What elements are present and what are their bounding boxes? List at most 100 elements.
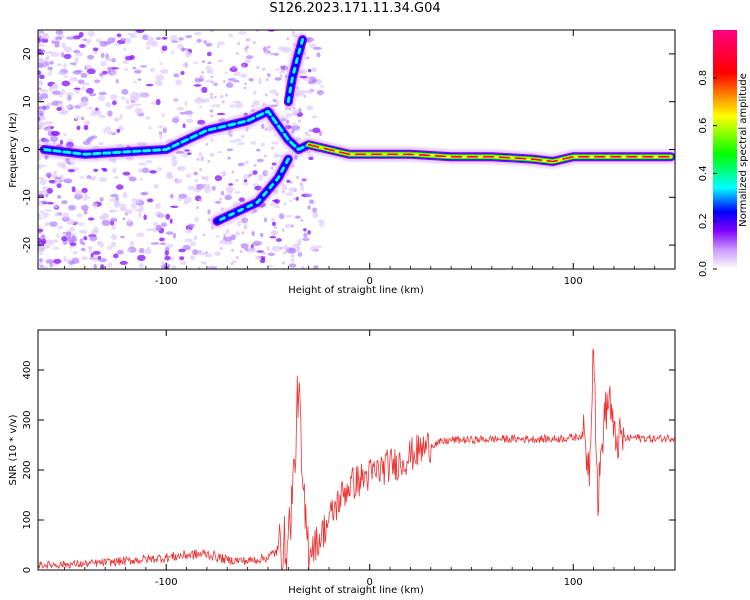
spectrogram-noise-blob: [262, 67, 266, 71]
spectrogram-noise-blob: [165, 231, 174, 235]
spectrogram-noise-blob: [250, 247, 256, 253]
spectrogram-noise-blob: [43, 209, 53, 212]
spectrogram-noise-blob: [195, 183, 204, 190]
spectrogram-noise-blob: [256, 158, 264, 163]
spectrogram-noise-blob: [281, 261, 285, 265]
spectrogram-noise-blob: [270, 141, 279, 145]
spectrogram-noise-blob: [66, 231, 72, 238]
spectrogram-noise-blob: [210, 114, 214, 118]
spectrogram-noise-blob: [68, 204, 77, 211]
spectrogram-noise-blob: [61, 236, 68, 242]
spectrogram-noise-blob: [98, 114, 106, 119]
spectrogram-noise-blob: [159, 242, 167, 246]
spectrogram-noise-blob: [127, 32, 136, 36]
spectrogram-noise-blob: [88, 92, 97, 97]
spectrogram-noise-blob: [38, 112, 41, 116]
spectrogram-noise-blob: [230, 262, 234, 266]
spectrogram-noise-blob: [63, 178, 73, 184]
spectrogram-noise-blob: [120, 235, 125, 239]
spectrogram-noise-blob: [207, 61, 212, 65]
spectrogram-noise-blob: [72, 251, 78, 255]
spectrogram-noise-blob: [243, 222, 248, 229]
spectrogram-noise-blob: [38, 262, 42, 267]
spectrogram-noise-blob: [86, 246, 94, 249]
spectrogram-noise-blob: [54, 179, 61, 185]
spectrogram-noise-blob: [63, 46, 73, 53]
spectrogram-noise-blob: [180, 47, 190, 51]
spectrogram-noise-blob: [102, 129, 107, 134]
spectrogram-noise-blob: [229, 140, 238, 143]
spectrogram-noise-blob: [232, 80, 240, 83]
spectrogram-noise-blob: [197, 266, 201, 269]
spectrogram-noise-blob: [40, 89, 48, 93]
colorbar: 0.0 0.2 0.4 0.6 0.8 Normalized spectral ampl…: [698, 30, 749, 277]
spectrogram-noise-blob: [165, 174, 174, 180]
spectrogram-noise-blob: [66, 139, 74, 143]
spectrogram-noise-blob: [228, 33, 234, 37]
spectrogram-noise-blob: [304, 193, 313, 198]
spectrogram-noise-blob: [107, 110, 113, 117]
spectrogram-noise-blob: [250, 141, 257, 145]
spectrogram-noise-blob: [80, 116, 85, 121]
spectrogram-noise-blob: [119, 203, 127, 210]
spectrogram-noise-blob: [217, 41, 225, 46]
spectrogram-noise-blob: [296, 175, 300, 179]
spectrogram-noise-blob: [53, 258, 62, 264]
spectrogram-noise-blob: [233, 71, 241, 77]
spectrogram-noise-blob: [292, 106, 296, 110]
spectrogram-noise-blob: [149, 170, 157, 174]
spectrogram-noise-blob: [241, 217, 249, 224]
spectrogram-noise-blob: [137, 162, 147, 166]
spectrogram-noise-blob: [143, 214, 147, 221]
spectrogram-noise-blob: [67, 161, 72, 165]
spectrogram-noise-blob: [45, 259, 55, 264]
spectrogram-noise-blob: [71, 186, 76, 193]
spectrogram-noise-blob: [193, 31, 202, 36]
spectrogram-noise-blob: [106, 245, 113, 250]
spectrogram-noise-blob: [170, 205, 179, 209]
spectrogram-noise-blob: [285, 112, 294, 118]
spectrogram-noise-blob: [237, 141, 245, 146]
spectrogram-noise-blob: [182, 123, 186, 129]
spectrogram-noise-blob: [259, 232, 264, 238]
spectrogram-noise-blob: [256, 148, 261, 152]
spectrogram-noise-blob: [305, 89, 315, 94]
spectrogram-noise-blob: [201, 176, 205, 180]
spectrogram-noise-blob: [235, 138, 242, 142]
spectrogram-noise-blob: [116, 33, 122, 38]
spectrogram-noise-blob: [48, 86, 53, 92]
spectrogram-noise-blob: [74, 52, 84, 57]
spectrogram-ridge-core: [215, 157, 290, 223]
spectrogram-noise-blob: [283, 251, 287, 255]
spectrogram-noise-blob: [200, 158, 204, 162]
spectrogram-noise-blob: [116, 128, 121, 133]
spectrogram-noise-blob: [237, 31, 247, 35]
spectrogram-noise-blob: [42, 265, 48, 269]
spectrogram-noise-blob: [125, 37, 132, 44]
spectrogram-noise-blob: [38, 48, 43, 55]
spectrogram-noise-blob: [82, 38, 88, 42]
spectrogram-noise-blob: [311, 66, 317, 73]
spectrogram-noise-blob: [100, 60, 107, 67]
spectrogram-noise-blob: [171, 154, 177, 161]
spectrogram-noise-blob: [38, 121, 47, 126]
spectrogram-noise-blob: [65, 36, 75, 40]
spectrogram-noise-blob: [243, 174, 249, 180]
page-title: S126.2023.171.11.34.G04: [269, 1, 441, 16]
snr-x-tick-label: 100: [564, 577, 583, 588]
spectrogram-noise-blob: [106, 130, 114, 135]
spectrogram-noise-blob: [224, 93, 228, 97]
spectrogram-noise-blob: [317, 219, 326, 223]
spectrogram-noise-blob: [60, 88, 66, 96]
spectrogram-noise-blob: [110, 94, 118, 100]
spectrogram-noise-blob: [271, 230, 277, 236]
spectrogram-noise-blob: [273, 226, 277, 230]
spectrogram-noise-blob: [125, 99, 130, 105]
spectrogram-noise-blob: [275, 68, 280, 72]
spectrogram-noise-blob: [98, 95, 106, 102]
spectrogram-noise-blob: [115, 79, 119, 84]
spectrogram-noise-blob: [145, 159, 153, 164]
spectrogram-noise-blob: [100, 264, 105, 269]
spectrogram-noise-blob: [239, 250, 243, 254]
spectrogram-noise-blob: [228, 183, 234, 186]
